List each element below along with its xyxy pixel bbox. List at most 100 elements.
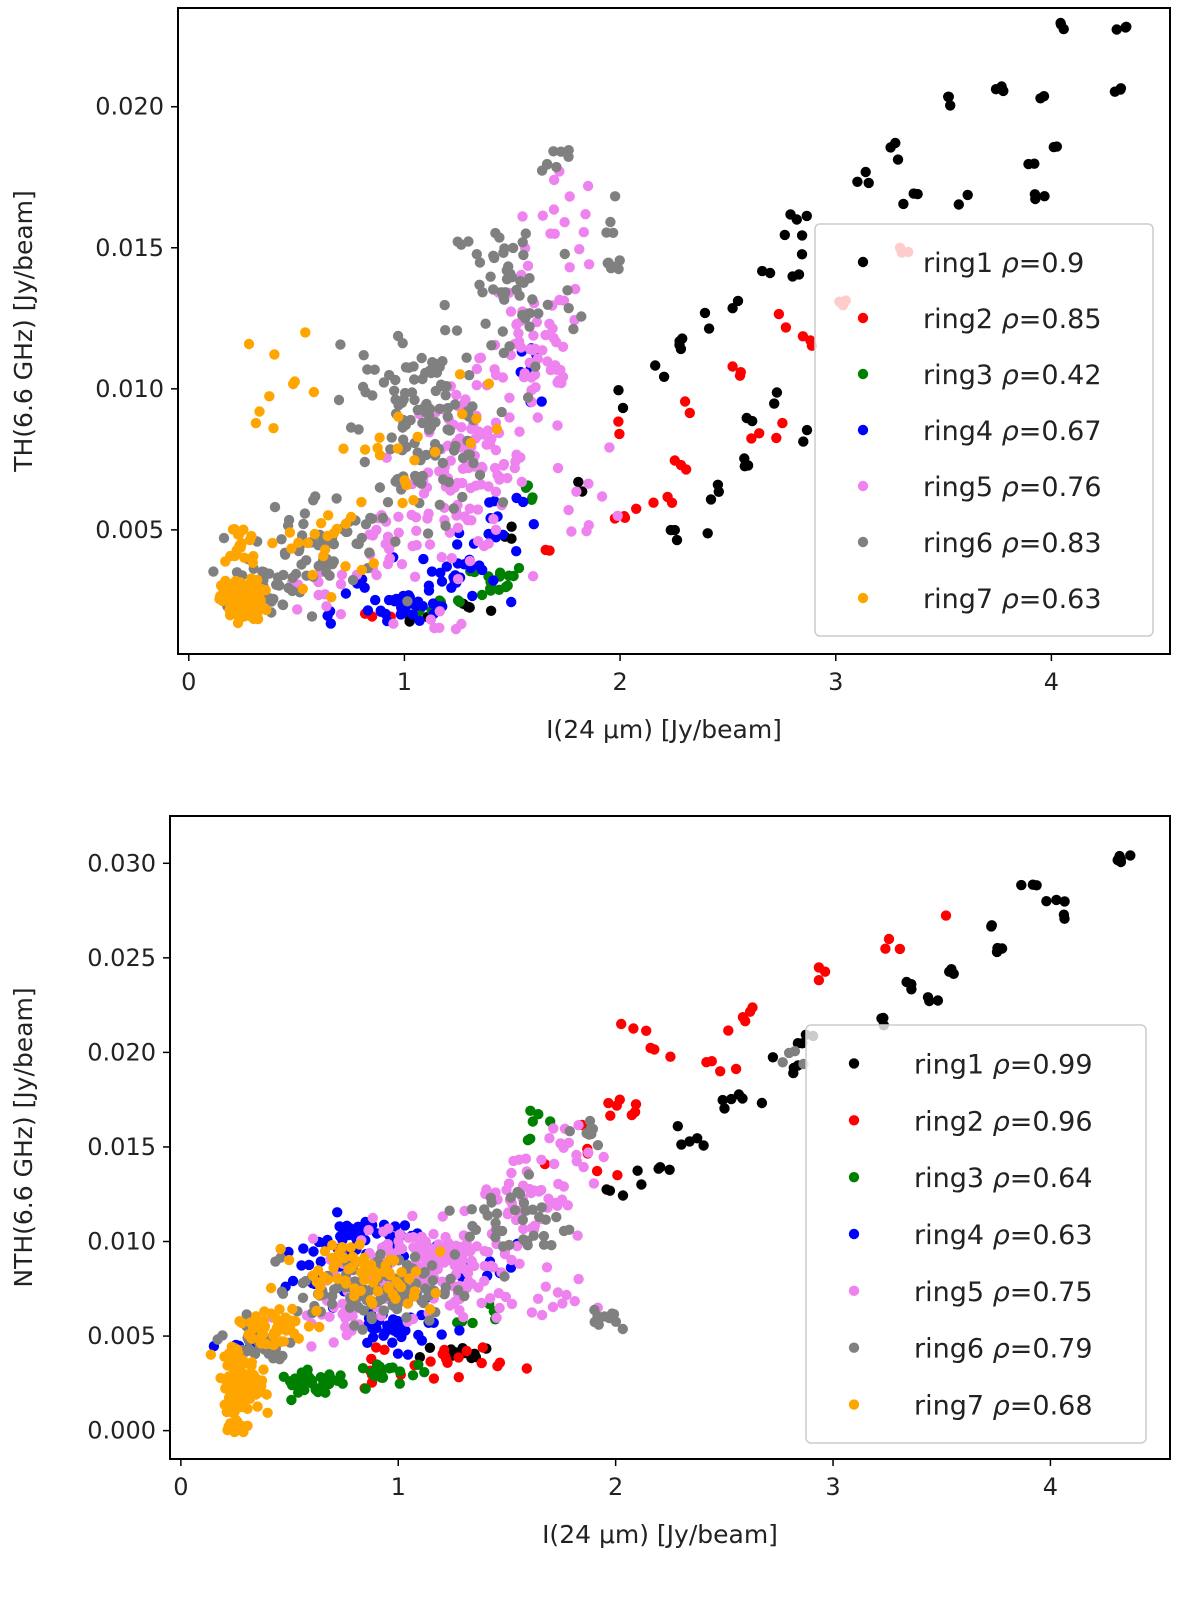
- legend-label-ring6: ring6 ρ=0.79: [914, 1334, 1093, 1365]
- x-axis-label: I(24 μm) [Jy/beam]: [542, 1520, 778, 1549]
- data-point-ring3: [337, 1378, 348, 1389]
- data-point-ring1: [669, 524, 680, 536]
- data-point-ring5: [445, 455, 456, 466]
- legend-marker-ring6: [857, 536, 869, 548]
- data-point-ring1: [945, 100, 956, 111]
- data-point-ring1: [796, 230, 808, 241]
- data-point-ring6: [592, 1140, 604, 1151]
- data-point-ring6: [347, 574, 359, 586]
- data-point-ring7: [383, 1283, 394, 1294]
- data-point-ring5: [428, 1228, 439, 1240]
- data-point-ring5: [515, 452, 526, 463]
- data-point-ring6: [358, 350, 369, 361]
- data-point-ring4: [296, 1260, 307, 1271]
- data-point-ring6: [497, 326, 508, 337]
- data-point-ring6: [374, 482, 386, 493]
- data-point-ring7: [359, 444, 371, 455]
- data-point-ring6: [482, 1210, 493, 1221]
- x-axis-label: I(24 μm) [Jy/beam]: [546, 715, 782, 744]
- data-point-ring5: [440, 1231, 451, 1243]
- data-point-ring5: [498, 458, 510, 470]
- data-point-ring2: [614, 1094, 625, 1105]
- data-point-ring7: [429, 446, 441, 458]
- data-point-ring6: [456, 239, 467, 250]
- data-point-ring5: [537, 210, 548, 221]
- data-point-ring5: [612, 510, 623, 521]
- data-point-ring4: [362, 605, 374, 616]
- data-point-ring5: [465, 482, 476, 494]
- data-point-ring6: [351, 538, 362, 549]
- data-point-ring2: [669, 455, 680, 466]
- data-point-ring1: [771, 387, 783, 398]
- data-point-ring6: [474, 469, 486, 481]
- data-point-ring6: [520, 228, 531, 239]
- data-point-ring1: [698, 1140, 709, 1151]
- data-point-ring6: [499, 243, 510, 254]
- data-point-ring7: [269, 349, 280, 360]
- data-point-ring6: [609, 191, 621, 202]
- data-point-ring5: [529, 369, 541, 380]
- data-point-ring1: [462, 601, 474, 612]
- data-point-ring3: [502, 580, 513, 591]
- data-point-ring7: [327, 1240, 338, 1251]
- y-tick-label: 0.025: [87, 944, 156, 972]
- data-point-ring5: [540, 1281, 551, 1292]
- data-point-ring5: [506, 1167, 517, 1179]
- data-point-ring1: [1059, 896, 1070, 907]
- data-point-ring5: [504, 412, 515, 423]
- data-point-ring7: [395, 1281, 407, 1293]
- data-point-ring5: [583, 520, 594, 531]
- data-point-ring6: [497, 497, 509, 508]
- data-point-ring6: [559, 248, 570, 260]
- data-point-ring6: [208, 566, 219, 577]
- data-point-ring1: [702, 528, 713, 539]
- data-point-ring7: [297, 583, 308, 595]
- plot-frame: [169, 815, 1171, 1460]
- data-point-ring3: [357, 1363, 369, 1374]
- data-point-ring5: [556, 1194, 568, 1205]
- legend-marker-ring5: [848, 1285, 860, 1297]
- data-point-ring6: [427, 357, 438, 368]
- data-point-ring2: [612, 1170, 623, 1181]
- data-point-ring7: [412, 431, 423, 442]
- data-point-ring5: [448, 1298, 459, 1309]
- data-point-ring7: [287, 1303, 298, 1315]
- data-point-ring1: [703, 323, 715, 334]
- data-point-ring5: [409, 571, 421, 582]
- data-point-ring6: [466, 1204, 477, 1215]
- y-axis-label: NTH(6.6 GHz) [Jy/beam]: [9, 987, 38, 1287]
- data-point-ring6: [592, 1311, 603, 1322]
- data-point-ring5: [306, 1341, 317, 1352]
- data-point-ring7: [471, 413, 482, 424]
- data-point-ring2: [666, 497, 678, 508]
- y-tick-label: 0.010: [87, 1228, 156, 1256]
- data-point-ring6: [501, 274, 513, 285]
- data-point-ring4: [395, 609, 406, 620]
- data-point-ring3: [394, 1378, 405, 1389]
- data-point-ring4: [370, 594, 381, 606]
- data-point-ring1: [601, 1184, 612, 1195]
- data-point-ring6: [445, 1273, 456, 1285]
- data-point-ring1: [892, 154, 904, 165]
- data-point-ring6: [378, 377, 390, 388]
- data-point-ring6: [551, 161, 562, 173]
- data-point-ring7: [248, 606, 260, 618]
- data-point-ring6: [301, 555, 312, 566]
- data-point-ring1: [1039, 191, 1050, 202]
- data-point-ring6: [497, 1241, 509, 1252]
- data-point-ring5: [438, 466, 450, 477]
- data-point-ring2: [797, 331, 809, 342]
- data-point-ring6: [607, 227, 619, 238]
- data-point-ring6: [517, 237, 528, 248]
- data-point-ring6: [349, 1320, 360, 1331]
- data-point-ring5: [459, 511, 470, 522]
- data-point-ring7: [328, 1262, 339, 1274]
- data-point-ring2: [477, 1342, 488, 1353]
- data-point-ring6: [486, 340, 497, 351]
- data-point-ring5: [551, 337, 562, 348]
- data-point-ring2: [737, 1012, 749, 1023]
- data-point-ring5: [367, 530, 379, 541]
- data-point-ring5: [424, 539, 436, 550]
- data-point-ring7: [261, 1389, 272, 1400]
